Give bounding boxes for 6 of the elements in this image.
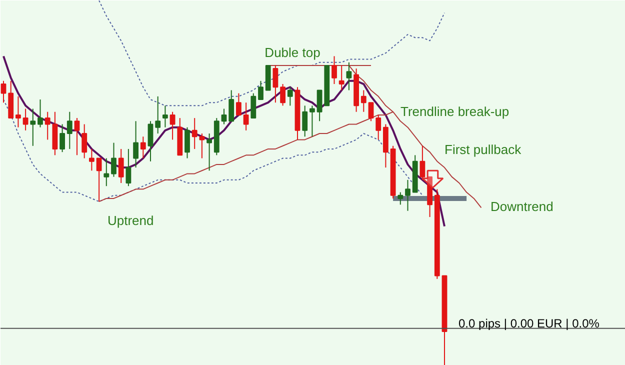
annotation: Duble top (264, 45, 320, 60)
annotation: Uptrend (108, 213, 154, 228)
text: Downtrend (490, 199, 554, 214)
annotation: 0.0 pips | 0.00 EUR | 0.0% (458, 316, 600, 330)
annotation: First pullback (444, 142, 522, 157)
annotation: Trendline break-up (400, 104, 510, 119)
